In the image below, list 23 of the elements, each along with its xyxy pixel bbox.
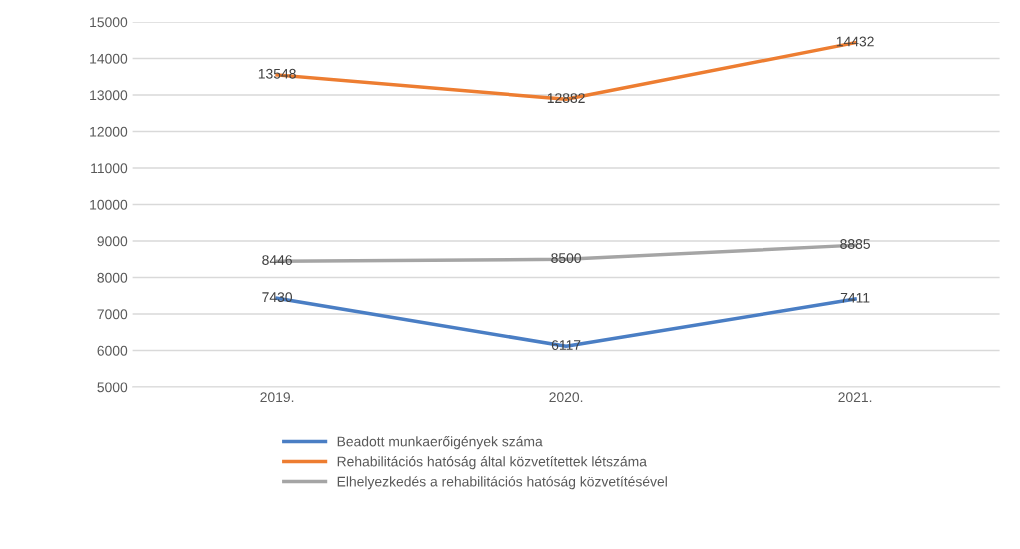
y-tick-label: 13000 bbox=[90, 90, 128, 101]
y-tick-label: 14000 bbox=[90, 53, 128, 64]
legend-label: Rehabilitációs hatóság által közvetítettek létszáma bbox=[337, 456, 647, 470]
y-tick-label: 9000 bbox=[97, 236, 128, 247]
y-tick-label: 12000 bbox=[90, 126, 128, 137]
y-tick-label: 8000 bbox=[97, 272, 128, 283]
x-tick-label: 2019. bbox=[260, 392, 294, 403]
x-tick-label: 2020. bbox=[549, 392, 583, 403]
y-tick-label: 7000 bbox=[97, 309, 128, 320]
x-tick-label: 2021. bbox=[838, 392, 872, 403]
data-label: 7411 bbox=[840, 293, 870, 303]
legend-label: Beadott munkaerőigények száma bbox=[337, 436, 543, 450]
data-label: 13548 bbox=[258, 68, 296, 79]
legend-label: Elhelyezkedés a rehabilitációs hatóság közvetítésével bbox=[337, 476, 667, 490]
y-tick-label: 5000 bbox=[97, 382, 128, 393]
data-label: 8446 bbox=[262, 255, 292, 265]
data-label: 8885 bbox=[840, 239, 870, 249]
y-tick-label: 10000 bbox=[90, 199, 128, 210]
y-tick-label: 6000 bbox=[97, 345, 128, 356]
data-label: 7430 bbox=[262, 292, 293, 303]
y-tick-label: 11000 bbox=[91, 163, 128, 174]
y-tick-label: 15000 bbox=[90, 17, 128, 28]
data-label: 14432 bbox=[836, 36, 874, 47]
